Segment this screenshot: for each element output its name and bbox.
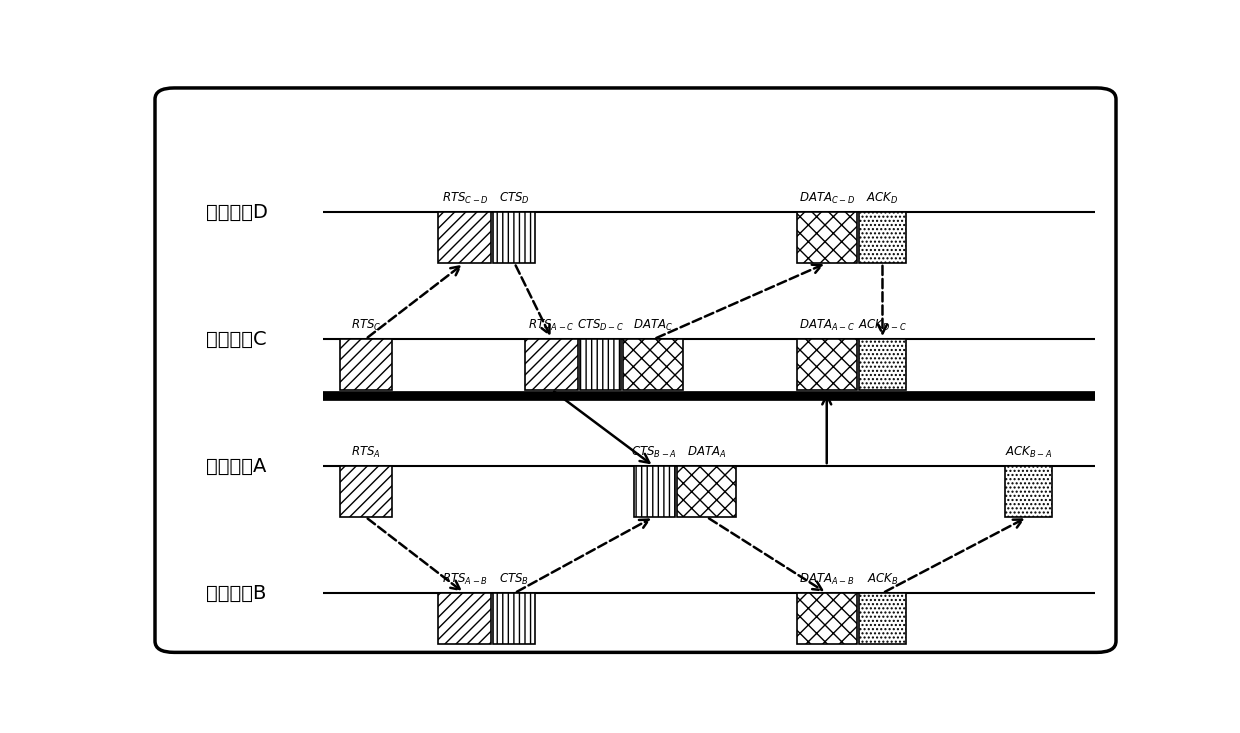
Text: $\mathit{CTS}_{D}$: $\mathit{CTS}_{D}$	[498, 191, 529, 207]
Bar	[1006, 466, 1052, 517]
Bar	[494, 593, 534, 644]
Bar	[340, 466, 392, 517]
Bar	[677, 466, 737, 517]
Text: 发送节点A: 发送节点A	[207, 457, 267, 476]
Text: $\mathit{DATA}_{C}$: $\mathit{DATA}_{C}$	[632, 318, 673, 334]
Text: $\mathit{ACK}_{B}$: $\mathit{ACK}_{B}$	[867, 572, 898, 587]
Bar	[797, 212, 857, 263]
Text: $\mathit{CTS}_{B-A}$: $\mathit{CTS}_{B-A}$	[631, 446, 677, 460]
Text: $\mathit{ACK}_{D}$: $\mathit{ACK}_{D}$	[867, 191, 899, 207]
Text: $\mathit{RTS}_{A-B}$: $\mathit{RTS}_{A-B}$	[443, 572, 487, 587]
Text: 暴露终端C: 暴露终端C	[206, 330, 267, 349]
Bar	[439, 212, 491, 263]
Text: $\mathit{ACK}_{D-C}$: $\mathit{ACK}_{D-C}$	[858, 318, 906, 334]
Bar	[859, 212, 905, 263]
Text: $\mathit{ACK}_{B-A}$: $\mathit{ACK}_{B-A}$	[1004, 446, 1053, 460]
Bar	[859, 339, 905, 390]
Text: $\mathit{RTS}_{C-D}$: $\mathit{RTS}_{C-D}$	[441, 191, 489, 207]
Bar	[622, 339, 682, 390]
Bar	[580, 339, 621, 390]
Text: 目的节点B: 目的节点B	[207, 583, 267, 603]
Text: $\mathit{DATA}_{A}$: $\mathit{DATA}_{A}$	[687, 446, 727, 460]
Text: $\mathit{CTS}_{D-C}$: $\mathit{CTS}_{D-C}$	[577, 318, 624, 334]
Text: $\mathit{DATA}_{A-C}$: $\mathit{DATA}_{A-C}$	[799, 318, 854, 334]
Bar	[340, 339, 392, 390]
Bar	[797, 339, 857, 390]
Bar	[439, 593, 491, 644]
Bar	[797, 593, 857, 644]
Text: $\mathit{DATA}_{C-D}$: $\mathit{DATA}_{C-D}$	[799, 191, 854, 207]
Text: $\mathit{CTS}_{B}$: $\mathit{CTS}_{B}$	[498, 572, 529, 587]
Text: 其他节点D: 其他节点D	[206, 202, 268, 221]
Text: $\mathit{RTS}_{A}$: $\mathit{RTS}_{A}$	[351, 446, 381, 460]
Bar	[494, 212, 534, 263]
Text: $\mathit{RTS}_{A-C}$: $\mathit{RTS}_{A-C}$	[528, 318, 574, 334]
Bar	[525, 339, 578, 390]
Text: $\mathit{DATA}_{A-B}$: $\mathit{DATA}_{A-B}$	[799, 572, 854, 587]
FancyBboxPatch shape	[155, 88, 1116, 652]
Text: $\mathit{RTS}_{C}$: $\mathit{RTS}_{C}$	[351, 318, 381, 334]
Bar	[634, 466, 675, 517]
Bar	[859, 593, 905, 644]
